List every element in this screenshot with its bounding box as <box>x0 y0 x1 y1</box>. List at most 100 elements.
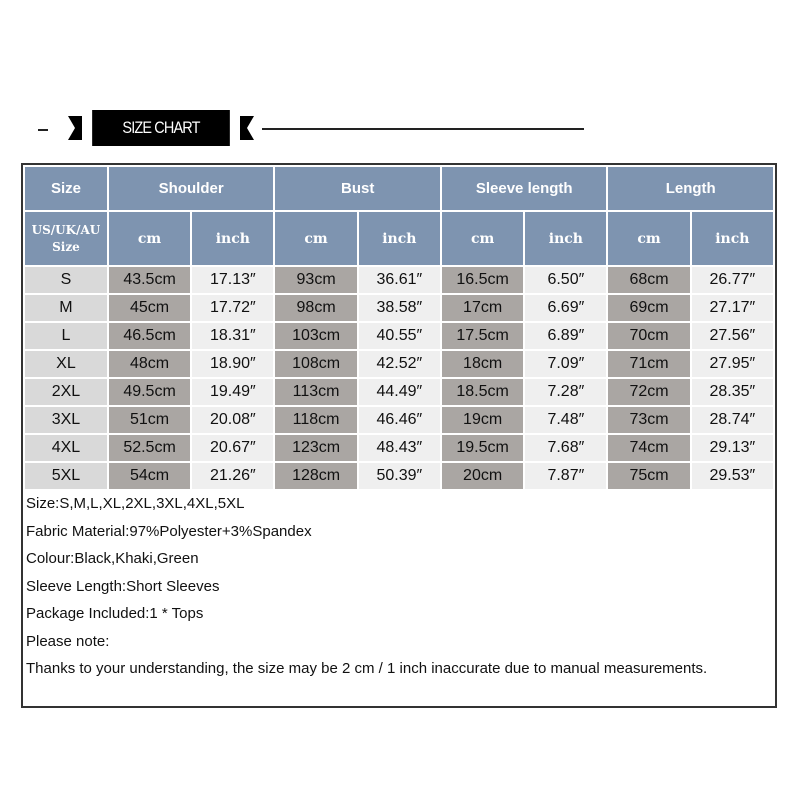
table-row: 2XL 49.5cm 19.49″ 113cm 44.49″ 18.5cm 7.28″ 72c… <box>23 377 776 407</box>
header-bust: Bust <box>273 165 442 212</box>
inch-cell: 27.95″ <box>689 349 776 379</box>
inch-cell: 26.77″ <box>689 265 776 295</box>
cm-cell: 69cm <box>606 293 692 323</box>
header-unit-inch: inch <box>689 210 776 267</box>
cm-cell: 17cm <box>439 293 526 323</box>
inch-cell: 20.08″ <box>190 405 276 435</box>
chart-frame <box>21 163 777 708</box>
inch-cell: 28.35″ <box>689 377 776 407</box>
table-row: S 43.5cm 17.13″ 93cm 36.61″ 16.5cm 6.50″ 68cm 26… <box>23 265 776 295</box>
inch-cell: 27.56″ <box>689 321 776 351</box>
cm-cell: 17.5cm <box>439 321 526 351</box>
title-rule <box>262 128 584 130</box>
inch-cell: 38.58″ <box>356 293 442 323</box>
inch-cell: 6.89″ <box>523 321 609 351</box>
table-row: 4XL 52.5cm 20.67″ 123cm 48.43″ 19.5cm 7.68″ 74c… <box>23 433 776 463</box>
note-line: Thanks to your understanding, the size m… <box>26 660 708 677</box>
header-unit-cm: cm <box>106 210 193 267</box>
inch-cell: 18.90″ <box>190 349 276 379</box>
size-cell: 4XL <box>23 433 109 463</box>
table-row: XL 48cm 18.90″ 108cm 42.52″ 18cm 7.09″ 71cm 27.9… <box>23 349 776 379</box>
note-line: Please note: <box>26 632 110 650</box>
size-cell: 5XL <box>23 461 109 491</box>
inch-cell: 46.46″ <box>356 405 442 435</box>
header-sleeve-length: Sleeve length <box>439 165 609 212</box>
cm-cell: 20cm <box>439 461 526 491</box>
cm-cell: 71cm <box>606 349 692 379</box>
cm-cell: 73cm <box>606 405 692 435</box>
note-line: Colour:Black,Khaki,Green <box>26 550 199 567</box>
inch-cell: 17.13″ <box>190 265 276 295</box>
inch-cell: 6.50″ <box>523 265 609 295</box>
inch-cell: 7.28″ <box>523 377 609 407</box>
ribbon-left <box>68 116 82 140</box>
cm-cell: 43.5cm <box>106 265 193 295</box>
cm-cell: 18cm <box>439 349 526 379</box>
inch-cell: 20.67″ <box>190 433 276 463</box>
size-table: Size Shoulder Bust Sleeve length Length … <box>23 165 776 491</box>
inch-cell: 27.17″ <box>689 293 776 323</box>
cm-cell: 19.5cm <box>439 433 526 463</box>
cm-cell: 98cm <box>273 293 359 323</box>
cm-cell: 93cm <box>273 265 359 295</box>
cm-cell: 128cm <box>273 461 359 491</box>
inch-cell: 50.39″ <box>356 461 442 491</box>
table-row: 5XL 54cm 21.26″ 128cm 50.39″ 20cm 7.87″ 75cm 29.… <box>23 461 776 491</box>
inch-cell: 29.13″ <box>689 433 776 463</box>
inch-cell: 36.61″ <box>356 265 442 295</box>
header-region-size-label: Size <box>52 239 80 254</box>
inch-cell: 17.72″ <box>190 293 276 323</box>
cm-cell: 70cm <box>606 321 692 351</box>
size-cell: 2XL <box>23 377 109 407</box>
table-row: 3XL 51cm 20.08″ 118cm 46.46″ 19cm 7.48″ 73cm 28.… <box>23 405 776 435</box>
cm-cell: 18.5cm <box>439 377 526 407</box>
cm-cell: 46.5cm <box>106 321 193 351</box>
title-dash <box>38 129 48 131</box>
cm-cell: 45cm <box>106 293 193 323</box>
inch-cell: 44.49″ <box>356 377 442 407</box>
page-title: SIZE CHART <box>92 110 230 146</box>
note-line: Sleeve Length:Short Sleeves <box>26 577 220 595</box>
inch-cell: 42.52″ <box>356 349 442 379</box>
cm-cell: 16.5cm <box>439 265 526 295</box>
ribbon-right <box>240 116 254 140</box>
inch-cell: 29.53″ <box>689 461 776 491</box>
cm-cell: 113cm <box>273 377 359 407</box>
cm-cell: 51cm <box>106 405 193 435</box>
inch-cell: 7.68″ <box>523 433 609 463</box>
cm-cell: 54cm <box>106 461 193 491</box>
header-unit-inch: inch <box>190 210 276 267</box>
inch-cell: 7.48″ <box>523 405 609 435</box>
inch-cell: 7.87″ <box>523 461 609 491</box>
note-line: Package Included:1 * Tops <box>26 605 204 622</box>
title-banner: SIZE CHART <box>68 110 254 146</box>
cm-cell: 103cm <box>273 321 359 351</box>
cm-cell: 49.5cm <box>106 377 193 407</box>
inch-cell: 6.69″ <box>523 293 609 323</box>
size-cell: M <box>23 293 109 323</box>
product-notes: Size:S,M,L,XL,2XL,3XL,4XL,5XL Fabric Mate… <box>26 490 776 683</box>
cm-cell: 68cm <box>606 265 692 295</box>
cm-cell: 19cm <box>439 405 526 435</box>
inch-cell: 48.43″ <box>356 433 442 463</box>
inch-cell: 28.74″ <box>689 405 776 435</box>
inch-cell: 18.31″ <box>190 321 276 351</box>
size-cell: S <box>23 265 109 295</box>
header-unit-cm: cm <box>439 210 526 267</box>
header-shoulder: Shoulder <box>106 165 276 212</box>
cm-cell: 72cm <box>606 377 692 407</box>
header-unit-cm: cm <box>606 210 692 267</box>
cm-cell: 108cm <box>273 349 359 379</box>
header-unit-inch: inch <box>356 210 442 267</box>
size-cell: 3XL <box>23 405 109 435</box>
header-region: US/UK/AU <box>31 222 101 237</box>
note-line: Fabric Material:97%Polyester+3%Spandex <box>26 522 312 540</box>
inch-cell: 7.09″ <box>523 349 609 379</box>
cm-cell: 75cm <box>606 461 692 491</box>
size-cell: XL <box>23 349 109 379</box>
header-unit-cm: cm <box>273 210 359 267</box>
inch-cell: 21.26″ <box>190 461 276 491</box>
cm-cell: 48cm <box>106 349 193 379</box>
table-row: L 46.5cm 18.31″ 103cm 40.55″ 17.5cm 6.89″ 70cm 2… <box>23 321 776 351</box>
inch-cell: 40.55″ <box>356 321 442 351</box>
